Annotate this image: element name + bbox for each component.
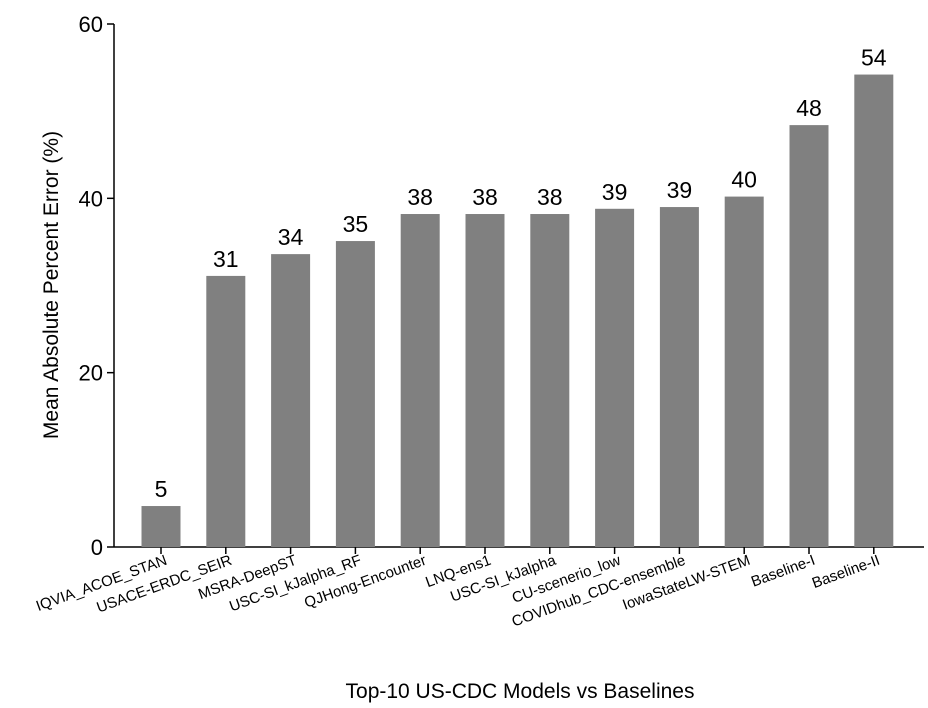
bar <box>659 207 699 548</box>
y-tick-label: 60 <box>79 12 103 37</box>
bar-value-label: 31 <box>213 246 239 272</box>
bar-value-label: 39 <box>667 177 693 203</box>
bar-value-label: 54 <box>861 45 887 71</box>
x-tick-label: Baseline-I <box>749 552 817 591</box>
bar <box>335 241 375 548</box>
bar <box>271 254 311 547</box>
bar <box>789 125 829 547</box>
bar-value-label: 38 <box>472 184 498 210</box>
bar-value-label: 38 <box>407 184 433 210</box>
y-tick-labels-group: 0 20 40 60 <box>79 12 114 560</box>
y-tick-label: 40 <box>79 186 103 211</box>
bar <box>141 506 181 547</box>
x-tick-label: Baseline-II <box>810 552 882 592</box>
bar <box>724 196 764 547</box>
y-axis-title: Mean Absolute Percent Error (%) <box>40 131 63 439</box>
value-labels-group: 5 31 34 35 38 38 38 39 39 40 48 54 <box>155 45 887 502</box>
bar-value-label: 5 <box>155 476 168 502</box>
bar-value-label: 48 <box>796 95 822 121</box>
x-axis-title: Top-10 US-CDC Models vs Baselines <box>346 680 695 703</box>
bar-value-label: 34 <box>278 224 304 250</box>
bar <box>400 214 440 548</box>
bar <box>854 74 894 547</box>
bar <box>465 214 505 548</box>
y-tick-label: 0 <box>91 535 103 560</box>
bar <box>206 275 246 547</box>
bar-value-label: 35 <box>343 211 369 237</box>
bars-group <box>141 74 894 548</box>
x-tick-labels-group: IQVIA_ACOE_STANUSACE-ERDC_SEIRMSRA-DeepS… <box>34 547 882 630</box>
bar <box>530 214 570 548</box>
y-tick-label: 20 <box>79 361 103 386</box>
bar-value-label: 38 <box>537 184 563 210</box>
bar-value-label: 40 <box>731 167 757 193</box>
bar-value-label: 39 <box>602 179 628 205</box>
bar <box>595 208 635 547</box>
